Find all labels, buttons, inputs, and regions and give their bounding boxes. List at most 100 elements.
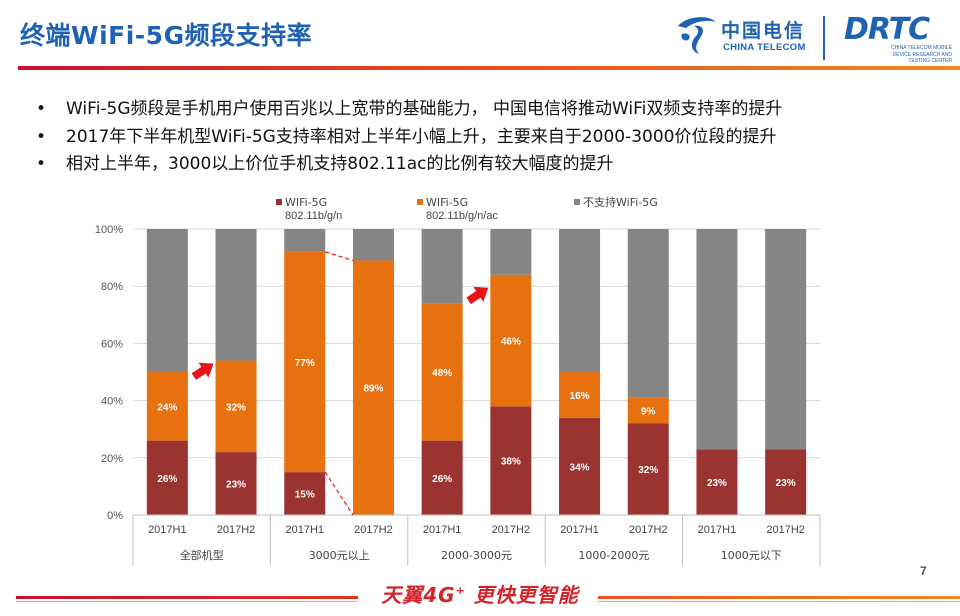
bar-segment-n [284,472,326,515]
drtc-logo: DRTC CHINA TELECOM MOBILE DEVICE RESEARC… [838,10,952,64]
trend-arrow-icon [466,286,489,305]
data-label: 48% [432,368,452,379]
group-label: 1000元以下 [721,549,782,562]
bar-segment-none [490,229,532,275]
trend-arrow-icon [191,362,214,380]
data-label: 16% [570,391,590,402]
drtc-subtitle-2: DEVICE RESEARCH AND TESTING CENTER [892,52,952,64]
data-label: 23% [776,478,796,489]
header-divider [18,66,960,70]
legend-label: 不支持WiFi-5G [583,195,658,209]
footer-slogan: 天翼4G+ 更快更智能 [0,579,960,608]
data-label: 9% [641,407,656,418]
logo-separator [823,16,825,60]
group-label: 2000-3000元 [441,549,512,562]
data-label: 77% [295,358,315,369]
page-title: 终端WiFi-5G频段支持率 [20,21,313,50]
china-telecom-logo: 中国电信 CHINA TELECOM [674,12,814,58]
trend-arrow-shape [191,362,214,380]
bar-segment-ac [627,397,669,424]
bar-segment-none [421,229,463,304]
legend-swatch [276,199,282,205]
china-telecom-emblem-icon [678,17,716,54]
data-label: 32% [638,465,658,476]
bar-segment-n [421,440,463,515]
bullet-list: WiFi-5G频段是手机用户使用百兆以上宽带的基础能力， 中国电信将推动WiFi… [36,96,782,179]
slogan-rest: 更快更智能 [465,583,579,607]
y-tick-label: 20% [101,453,123,465]
drtc-subtitle-1: CHINA TELECOM MOBILE [890,45,952,51]
bar-segment-none [559,229,601,372]
bar-segment-none [352,229,394,261]
data-label: 23% [707,478,727,489]
x-tick-label: 2017H2 [766,524,805,536]
legend-label: WIFi-5G [285,196,327,209]
bar-segment-none [146,229,188,372]
data-label: 26% [432,474,452,485]
bar-segment-ac [559,372,601,418]
x-tick-label: 2017H1 [423,524,462,536]
group-label: 3000元以上 [309,549,370,562]
y-tick-label: 100% [95,224,123,236]
china-telecom-en-name: CHINA TELECOM [723,42,806,53]
y-tick-label: 60% [101,338,123,350]
data-label: 32% [226,402,246,413]
bar-segment-n [696,449,738,515]
x-tick-label: 2017H2 [629,524,668,536]
x-tick-label: 2017H1 [698,524,737,536]
bar-segment-ac [215,360,257,453]
bar-segment-n [765,449,807,515]
group-label: 全部机型 [180,548,224,562]
y-tick-label: 80% [101,281,123,293]
bar-segment-n [490,406,532,515]
legend-label: WIFi-5G [426,196,468,209]
dashed-connector [325,251,354,262]
slogan-sup: + [455,584,466,597]
bar-segment-n [627,423,669,515]
bar-segment-none [765,229,807,450]
x-tick-label: 2017H2 [492,524,531,536]
x-tick-label: 2017H2 [354,524,393,536]
bar-segment-ac [146,372,188,441]
data-label: 46% [501,337,521,348]
dashed-connector [324,471,354,516]
y-tick-label: 40% [101,396,123,408]
group-label: 1000-2000元 [578,549,649,562]
legend-sublabel: 802.11b/g/n/ac [426,210,498,222]
data-label: 23% [226,480,246,491]
china-telecom-cn-name: 中国电信 [721,20,806,42]
data-label: 38% [501,457,521,468]
bar-segment-none [696,229,738,450]
bar-segment-ac [421,303,463,441]
x-tick-label: 2017H1 [560,524,599,536]
data-label: 34% [570,462,590,473]
data-label: 15% [295,490,315,501]
trend-arrow-shape [466,286,489,305]
bar-segment-n [215,452,257,515]
legend-swatch [574,199,580,205]
legend-swatch [417,199,423,205]
bullet-item: 2017年下半年机型WiFi-5G支持率相对上半年小幅上升，主要来自于2000-… [36,124,782,152]
legend-sublabel: 802.11b/g/n [285,210,342,222]
bar-segment-none [627,229,669,398]
data-label: 24% [157,402,177,413]
bar-segment-none [215,229,257,361]
bar-segment-ac [490,274,532,407]
data-label: 26% [157,474,177,485]
slogan-main: 天翼4G [381,583,456,607]
bar-segment-ac [284,251,326,473]
bullet-item: WiFi-5G频段是手机用户使用百兆以上宽带的基础能力， 中国电信将推动WiFi… [36,96,782,124]
x-tick-label: 2017H1 [148,524,187,536]
bar-segment-none [284,229,326,252]
bullet-item: 相对上半年，3000以上价位手机支持802.11ac的比例有较大幅度的提升 [36,151,782,179]
bar-segment-n [559,417,601,515]
bar-segment-n [146,440,188,515]
page-number: 7 [920,564,927,578]
data-label: 89% [363,384,383,395]
x-tick-label: 2017H2 [217,524,256,536]
y-tick-label: 0% [107,510,123,522]
drtc-wordmark: DRTC [844,12,930,47]
bar-segment-ac [352,260,394,515]
x-tick-label: 2017H1 [285,524,324,536]
